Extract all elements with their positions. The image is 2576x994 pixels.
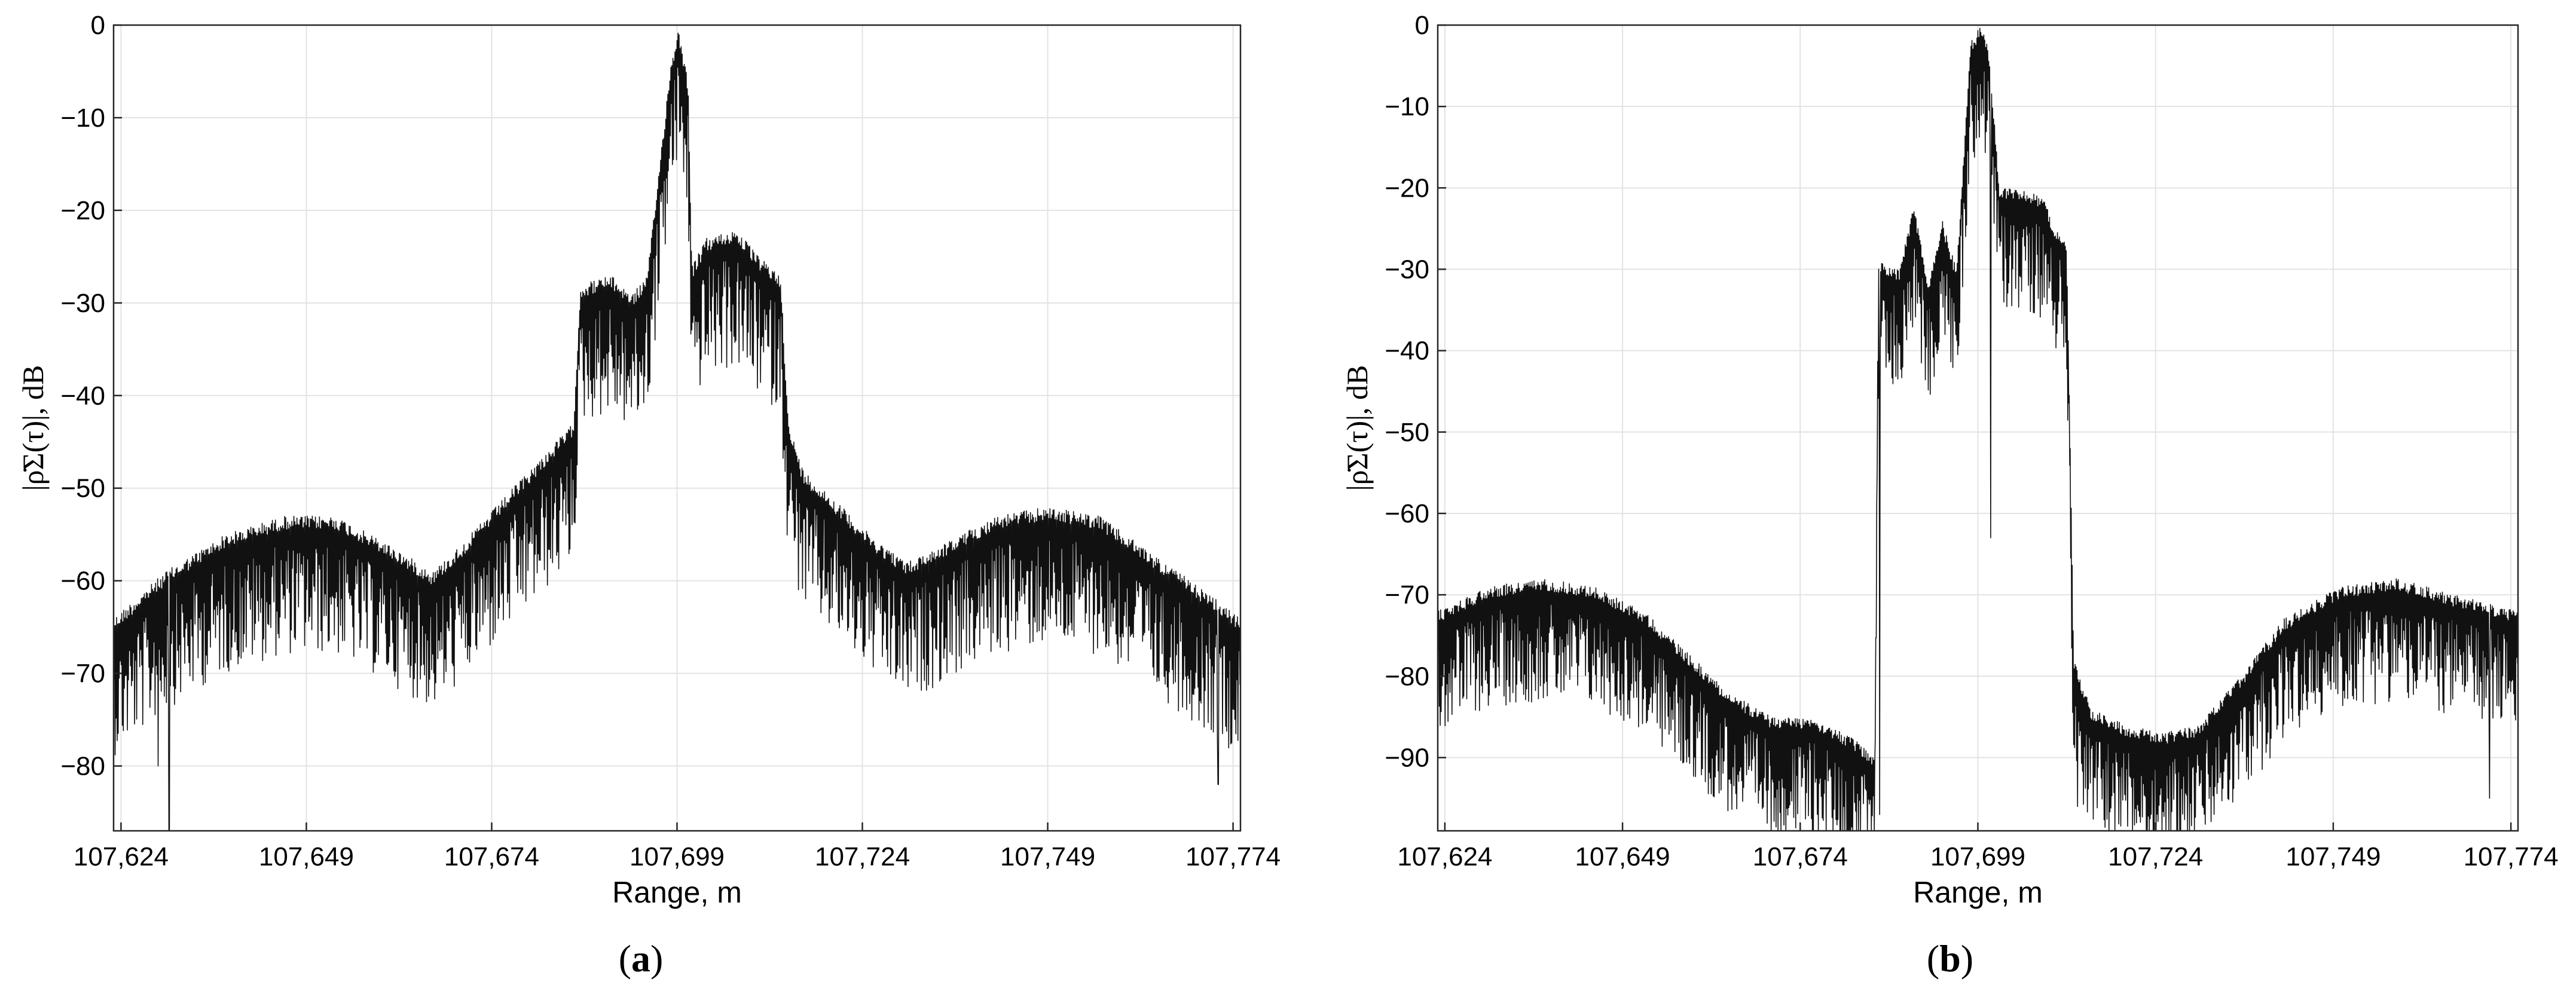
y-axis-label: |ρ̇Σ(τ)|, dB [1340,365,1374,491]
x-tick-label: 107,624 [1397,842,1492,871]
y-tick-label: −60 [1385,499,1429,528]
y-tick-label: −40 [1385,337,1429,366]
x-tick-label: 107,724 [815,842,910,871]
y-tick-label: −50 [1385,418,1429,447]
y-tick-label: −90 [1385,743,1429,772]
x-tick-label: 107,749 [2285,842,2381,871]
x-tick-label: 107,649 [1575,842,1670,871]
y-tick-label: 0 [91,11,105,40]
y-tick-label: −30 [1385,255,1429,284]
x-tick-label: 107,749 [1000,842,1095,871]
panel-caption: (b) [1927,937,1973,980]
y-tick-label: −10 [1385,92,1429,121]
panel-caption: (a) [619,937,664,980]
x-tick-label: 107,674 [1753,842,1848,871]
series-line [1437,27,2519,831]
series-line [113,32,1240,831]
y-tick-label: −30 [60,289,105,318]
y-tick-label: −10 [60,103,105,133]
x-tick-label: 107,724 [2108,842,2203,871]
y-tick-label: −20 [60,196,105,225]
x-tick-label: 107,699 [1930,842,2025,871]
y-tick-label: −50 [60,474,105,503]
x-tick-label: 107,774 [2464,842,2559,871]
x-axis-label: Range, m [1913,876,2043,909]
y-tick-label: −40 [60,381,105,411]
x-tick-label: 107,649 [259,842,354,871]
x-tick-label: 107,699 [630,842,725,871]
x-tick-label: 107,674 [444,842,539,871]
y-tick-label: −60 [60,567,105,596]
y-tick-label: −80 [1385,662,1429,691]
y-tick-label: −70 [1385,580,1429,610]
y-tick-label: −80 [60,752,105,781]
y-tick-label: 0 [1415,11,1429,40]
chart-panel-b: 107,624 107,649 107,674 107,699 107,724 107,7… [1340,11,2559,980]
x-tick-label: 107,624 [74,842,169,871]
y-tick-label: −20 [1385,173,1429,203]
chart-panel-a: 107,624 107,649 107,674 107,699 107,724 107,7… [16,11,1281,980]
x-tick-label: 107,774 [1185,842,1281,871]
y-axis-label: |ρ̇Σ(τ)|, dB [16,365,50,491]
y-tick-label: −70 [60,659,105,689]
x-axis-label: Range, m [612,876,742,909]
